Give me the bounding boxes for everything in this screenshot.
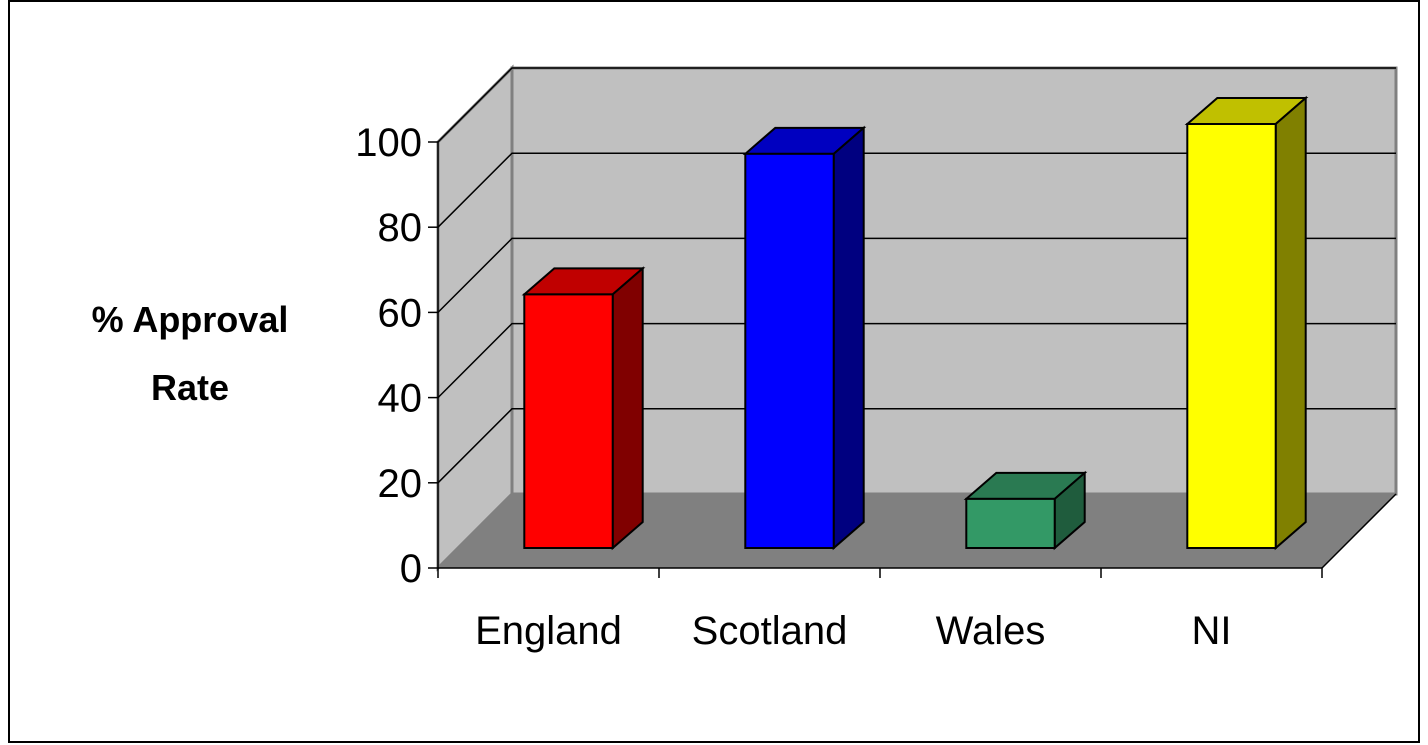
bars [521, 95, 1309, 551]
y-tick-label: 80 [378, 206, 423, 250]
y-tick-label: 20 [378, 462, 423, 506]
y-tick-label: 100 [355, 121, 422, 165]
x-tick-labels: England Scotland Wales NI [475, 609, 1231, 653]
gridlines [437, 67, 1396, 484]
bar-front [965, 497, 1056, 550]
gridline [437, 237, 1396, 313]
floor [438, 494, 1396, 568]
bar [521, 266, 646, 551]
bar-front [1186, 123, 1277, 549]
gridline [437, 67, 1396, 143]
floor-edge [1321, 493, 1397, 569]
gridline [437, 152, 1396, 228]
chart-frame: 0 20 40 60 80 100 England Scotland Wales NI % Ap… [8, 0, 1420, 743]
x-tick-label: England [475, 609, 622, 653]
bar-front [744, 152, 835, 549]
bar-side [1274, 95, 1307, 551]
x-tick-label: NI [1192, 609, 1232, 653]
axes [428, 141, 1323, 578]
y-tick-labels: 0 20 40 60 80 100 [355, 121, 422, 591]
bar-chart-3d: 0 20 40 60 80 100 England Scotland Wales NI % Ap… [92, 64, 1398, 653]
y-tick-label: 40 [378, 377, 423, 421]
bar [1184, 95, 1309, 551]
y-axis-title-line-1: % Approval [92, 299, 289, 340]
y-tick-label: 60 [378, 291, 423, 335]
bar-front [523, 293, 614, 549]
gridline [437, 408, 1396, 484]
x-tick-label: Scotland [692, 609, 848, 653]
bar [742, 125, 867, 551]
bar [963, 470, 1088, 551]
gridline [437, 322, 1396, 399]
bar-side [611, 266, 644, 551]
y-tick-label: 0 [400, 547, 422, 591]
y-axis-title-line-2: Rate [151, 367, 229, 408]
side-wall [436, 64, 514, 572]
x-tick-label: Wales [936, 609, 1046, 653]
bar-side [832, 125, 865, 551]
